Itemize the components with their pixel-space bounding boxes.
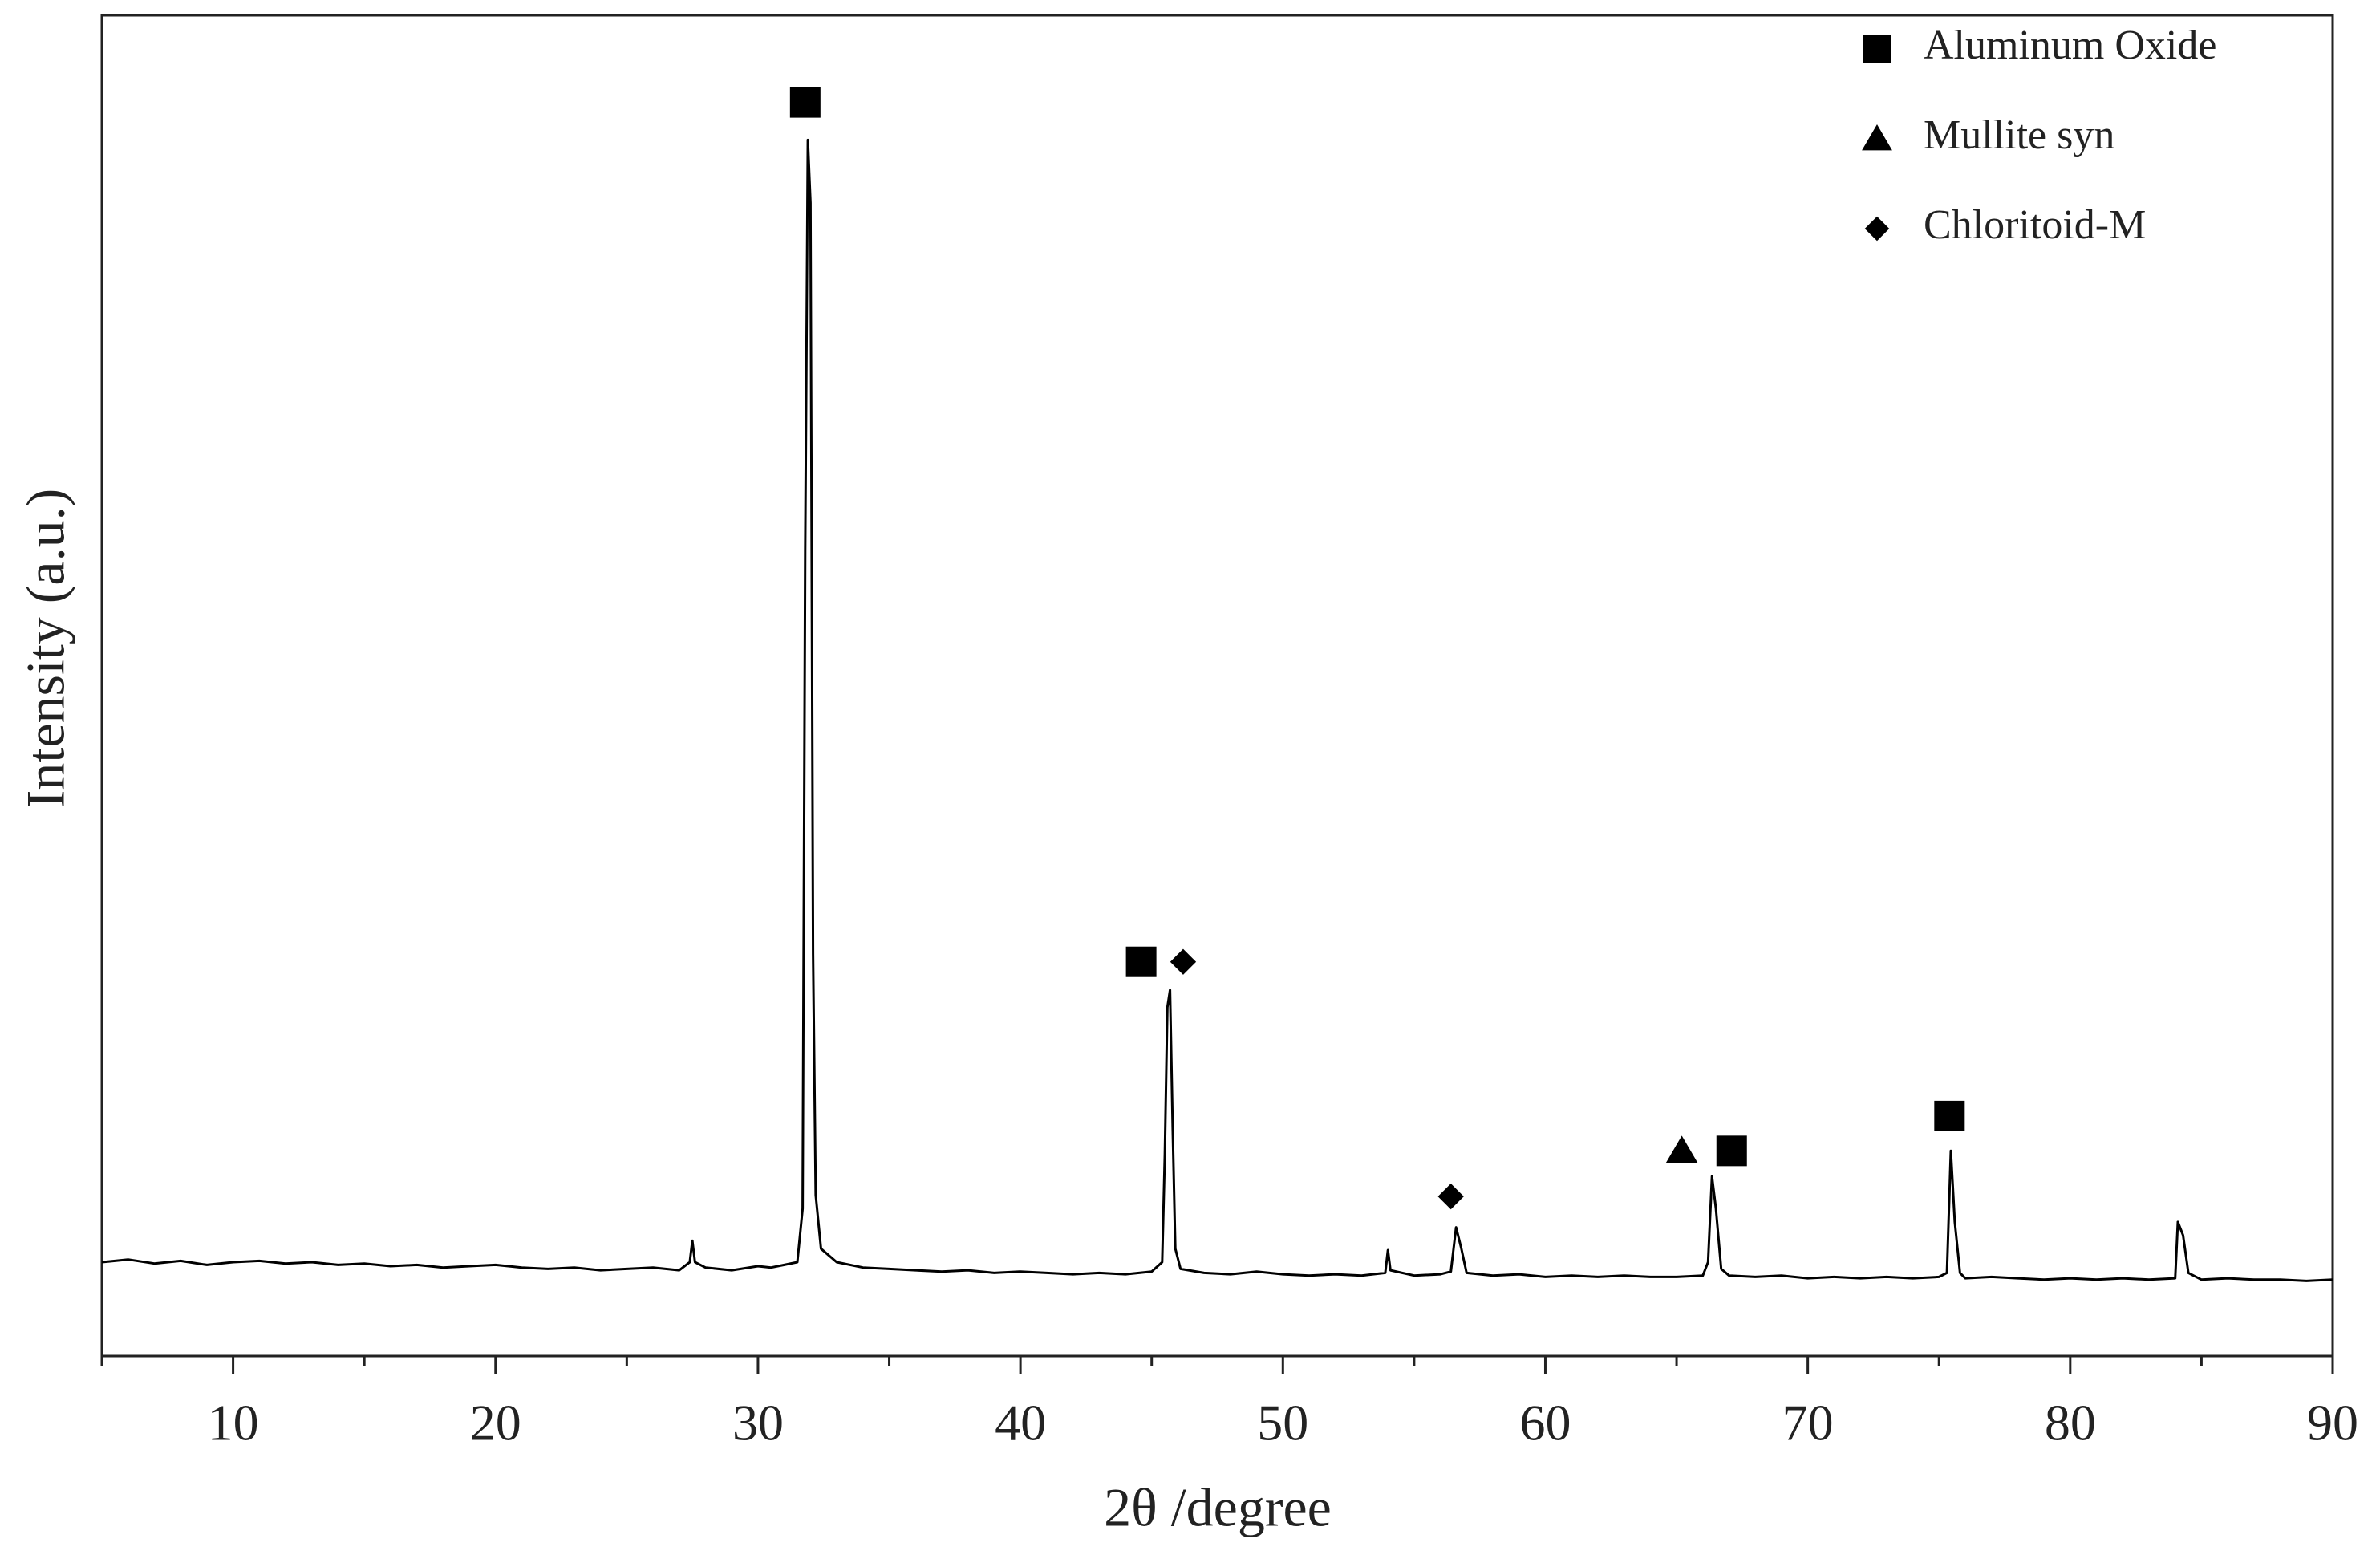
- x-axis-title: 2θ /degree: [1104, 1477, 1332, 1538]
- y-axis-title: Intensity (a.u.): [15, 489, 76, 808]
- marker-triangle: [1862, 124, 1892, 151]
- marker-square: [1934, 1100, 1965, 1131]
- marker-square: [1863, 35, 1891, 63]
- x-tick-label: 10: [208, 1395, 259, 1451]
- legend-label: Chloritoid-M: [1924, 202, 2146, 248]
- marker-diamond: [1437, 1184, 1464, 1210]
- marker-diamond: [1170, 948, 1197, 975]
- x-tick-label: 20: [470, 1395, 521, 1451]
- plot-frame: [100, 14, 2334, 1358]
- legend-label: Mullite syn: [1924, 112, 2114, 158]
- marker-square: [789, 87, 821, 118]
- marker-square: [1125, 946, 1157, 977]
- x-tick-label: 50: [1257, 1395, 1308, 1451]
- marker-diamond: [1864, 216, 1890, 242]
- legend-label: Aluminum Oxide: [1924, 22, 2216, 68]
- x-tick-label: 70: [1782, 1395, 1834, 1451]
- x-tick-label: 80: [2045, 1395, 2096, 1451]
- x-tick-label: 40: [995, 1395, 1046, 1451]
- spectrum-line: [101, 138, 2333, 1282]
- x-tick-label: 60: [1519, 1395, 1571, 1451]
- x-tick-label: 90: [2307, 1395, 2358, 1451]
- marker-triangle: [1665, 1135, 1698, 1163]
- marker-square: [1716, 1135, 1747, 1167]
- x-tick-label: 30: [732, 1395, 784, 1451]
